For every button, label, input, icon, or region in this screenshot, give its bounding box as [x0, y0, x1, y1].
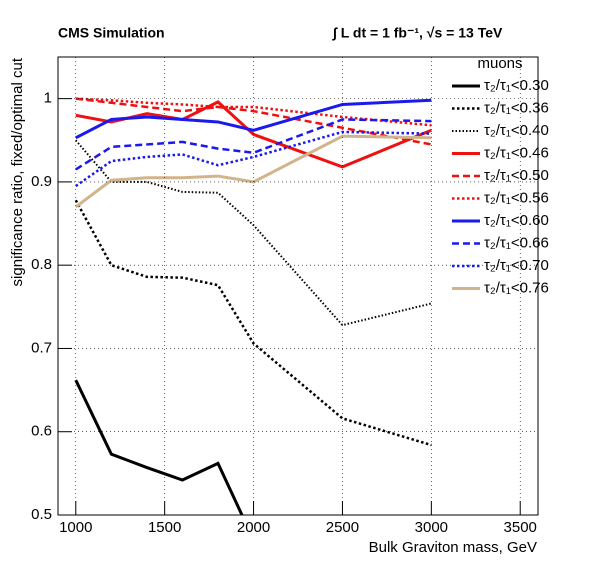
- series-line: [74, 199, 432, 447]
- series-line: [75, 100, 432, 169]
- x-tick-label: 1500: [148, 519, 181, 536]
- y-tick-label: 0.8: [31, 256, 52, 273]
- legend-title: muons: [477, 55, 522, 72]
- legend-label: τ₂/τ₁<0.76: [484, 279, 549, 296]
- legend-label: τ₂/τ₁<0.46: [484, 144, 549, 161]
- legend-label: τ₂/τ₁<0.40: [484, 122, 549, 139]
- y-axis-label: significance ratio, fixed/optimal cut: [9, 57, 26, 286]
- legend-label: τ₂/τ₁<0.70: [484, 257, 549, 274]
- legend-label: τ₂/τ₁<0.60: [484, 212, 549, 229]
- legend-label: τ₂/τ₁<0.36: [484, 99, 549, 116]
- chart-title: CMS Simulation: [58, 25, 165, 41]
- legend-label: τ₂/τ₁<0.50: [484, 167, 549, 184]
- y-tick-label: 0.7: [31, 339, 52, 356]
- legend-label: τ₂/τ₁<0.30: [484, 77, 549, 94]
- series-line: [75, 118, 432, 171]
- x-tick-label: 3000: [415, 519, 448, 536]
- legend-label: τ₂/τ₁<0.66: [484, 234, 549, 251]
- y-tick-label: 1: [44, 90, 52, 107]
- x-tick-label: 2000: [237, 519, 270, 536]
- plot-area: [74, 97, 432, 515]
- x-tick-label: 2500: [326, 519, 359, 536]
- series-line: [75, 130, 432, 188]
- series-line: [74, 134, 432, 209]
- x-axis-label: Bulk Graviton mass, GeV: [369, 539, 537, 556]
- chart-subtitle: ∫ L dt = 1 fb⁻¹, √s = 13 TeV: [332, 25, 503, 42]
- legend-label: τ₂/τ₁<0.56: [484, 189, 549, 206]
- series-line: [75, 98, 432, 140]
- x-tick-label: 3500: [504, 519, 537, 536]
- series-line: [75, 97, 432, 127]
- series-line: [75, 139, 432, 327]
- y-tick-label: 0.9: [31, 173, 52, 190]
- x-tick-label: 1000: [59, 519, 92, 536]
- y-tick-label: 0.6: [31, 423, 52, 440]
- y-tick-label: 0.5: [31, 506, 52, 523]
